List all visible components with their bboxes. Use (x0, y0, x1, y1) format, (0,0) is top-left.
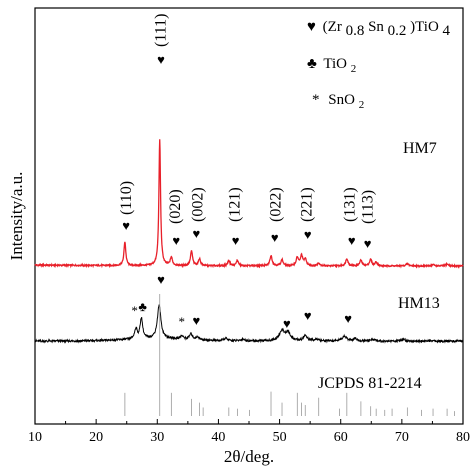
legend-asterisk-symbol: * (312, 92, 320, 108)
legend-tio-label: )TiO (410, 19, 439, 35)
legend-heart-symbol: ♥ (307, 19, 316, 35)
miller-index-label: (221) (298, 187, 315, 222)
plot-frame (34, 7, 464, 425)
marker-layer: ♥♥♥ ♥ ♥ ♥ ♥ ♥ ♥* ♣♥* ♥ ♥♥ ♥ (122, 52, 372, 331)
sample-label-jcpds: JCPDS 81-2214 (318, 375, 422, 392)
hm7-peak-marker: ♥ (364, 236, 372, 251)
legend-club-symbol: ♣ (307, 56, 317, 72)
sample-label-hm7: HM7 (403, 140, 437, 157)
legend-sn-subscript: 0.2 (388, 23, 407, 39)
legend-entry-zrsntio4: ♥ (Zr 0.8 Sn 0.2 )TiO 4 (307, 19, 451, 39)
hm7-peak-marker: ♥ (193, 226, 201, 241)
hm13-peak-marker: ♥ (344, 311, 352, 326)
hkl-label-layer: (110) (111) (020) (002) (121) (022) (221) (131)… (118, 14, 377, 224)
legend-tio2-label: TiO (323, 56, 347, 72)
legend: ♥ (Zr 0.8 Sn 0.2 )TiO 4 ♣ TiO 2 * SnO 2 (307, 19, 451, 111)
hm13-peak-marker: ♣ (138, 299, 147, 314)
miller-index-label: (022) (268, 187, 285, 222)
hm13-peak-marker: * (178, 314, 185, 329)
x-tick-label: 40 (211, 430, 225, 445)
x-tick-label: 20 (89, 430, 103, 445)
x-axis-ticks: 10 20 30 40 50 60 70 80 (28, 419, 470, 445)
miller-index-label: (002) (189, 187, 206, 222)
x-tick-label: 60 (334, 430, 348, 445)
x-tick-label: 10 (28, 430, 42, 445)
hm7-peak-marker: ♥ (122, 218, 130, 233)
legend-tio2-subscript: 2 (351, 63, 357, 75)
hm13-peak-marker: ♥ (304, 308, 312, 323)
miller-index-label: (131) (342, 187, 359, 222)
legend-sn-label: Sn (368, 19, 384, 35)
hm7-peak-marker: ♥ (232, 233, 240, 248)
hm13-peak-marker: * (131, 303, 138, 318)
hm7-peak-marker: ♥ (348, 233, 356, 248)
miller-index-label: (110) (118, 181, 135, 215)
hm13-peak-marker: ♥ (283, 316, 291, 331)
hm7-peak-marker: ♥ (172, 233, 180, 248)
hm7-series-line (34, 139, 464, 269)
hm7-peak-marker: ♥ (157, 52, 165, 67)
miller-index-label: (121) (227, 187, 244, 222)
legend-sno2-subscript: 2 (359, 99, 365, 111)
x-tick-label: 70 (395, 430, 409, 445)
y-axis-title: Intensity/a.u. (7, 172, 26, 261)
legend-entry-tio2: ♣ TiO 2 (307, 56, 356, 75)
x-tick-label: 50 (273, 430, 287, 445)
legend-tio-subscript: 4 (443, 23, 451, 39)
hm13-series-line (34, 304, 464, 344)
hm13-peak-marker: ♥ (157, 272, 165, 287)
legend-entry-sno2: * SnO 2 (312, 92, 364, 111)
miller-index-label: (020) (167, 189, 184, 224)
x-axis-title: 2θ/deg. (224, 447, 274, 466)
hm7-peak-marker: ♥ (304, 227, 312, 242)
x-tick-label: 80 (456, 430, 470, 445)
x-tick-label: 30 (150, 430, 164, 445)
hm7-peak-marker: ♥ (271, 230, 279, 245)
miller-index-label: (113) (359, 190, 376, 224)
legend-sno2-label: SnO (328, 92, 355, 108)
sample-label-hm13: HM13 (398, 295, 440, 312)
legend-zr-label: (Zr (323, 19, 342, 35)
series-layer (34, 139, 464, 416)
miller-index-label: (111) (153, 14, 170, 47)
legend-zr-subscript: 0.8 (346, 23, 365, 39)
hm13-peak-marker: ♥ (193, 313, 201, 328)
